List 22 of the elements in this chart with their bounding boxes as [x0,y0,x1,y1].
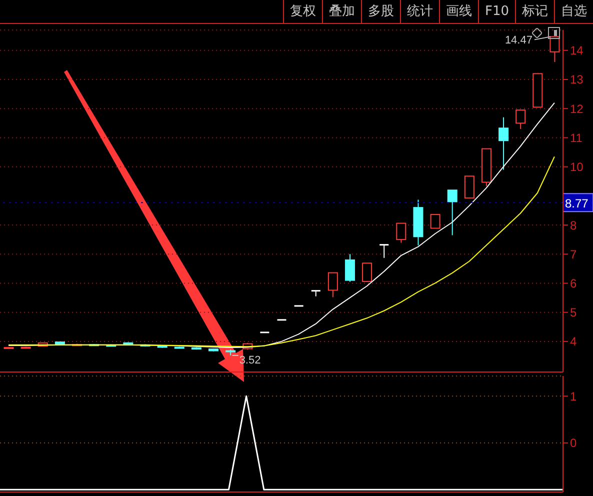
y-tick-label: 7 [570,247,577,262]
y-tick-label: 14 [570,44,584,58]
y-tick-label: 10 [570,160,584,174]
annotation: 14.47 [504,34,532,47]
y-tick-label: 13 [570,72,584,87]
text: 标记 [515,0,554,23]
text: F10 [478,0,515,23]
y-tick-label: 4 [570,334,577,349]
ref-line-label: 8.77 [565,196,589,211]
text: 复权 [282,0,322,23]
y-tick-label: 12 [570,102,584,116]
y-tick-label: 6 [570,276,577,290]
text: 叠加 [322,0,361,23]
y-tick-label: 8 [570,218,577,232]
y-tick-label: 1 [570,389,577,404]
text: 画线 [438,0,478,23]
text: 自选 [554,0,593,23]
text: 多股 [360,0,400,23]
text: 统计 [400,0,439,23]
y-tick-label: 5 [570,306,577,320]
y-tick-label: 0 [570,436,577,450]
y-tick-label: 11 [570,130,583,145]
